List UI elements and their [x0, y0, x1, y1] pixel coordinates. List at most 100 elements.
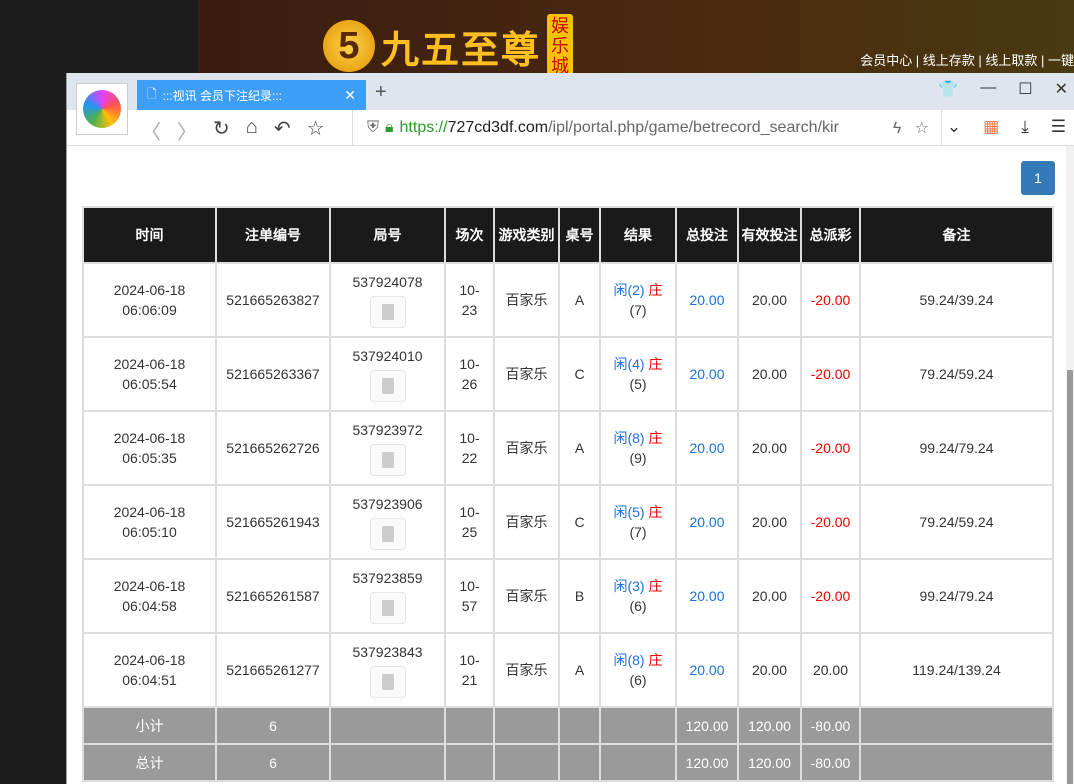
round-id: 537923859: [329, 558, 446, 634]
video-replay-icon[interactable]: [369, 444, 406, 476]
column-header: 局号: [329, 206, 446, 264]
table-row: 2024-06-18 06:06:09 521665263827 53792407…: [82, 262, 1054, 338]
scrollbar-thumb[interactable]: [1067, 370, 1073, 784]
total-bet: 20.00: [675, 410, 739, 486]
video-replay-icon[interactable]: [369, 518, 406, 550]
session: 10-21: [444, 632, 495, 708]
grandtotal-total: 120.00: [675, 743, 739, 782]
game-type: 百家乐: [493, 336, 560, 412]
game-type: 百家乐: [493, 558, 560, 634]
download-icon[interactable]: ⤓: [1021, 117, 1029, 136]
dropdown-chevron-icon[interactable]: ⌄: [946, 117, 962, 136]
undo-icon[interactable]: ↶: [273, 118, 291, 140]
table-row: 2024-06-18 06:05:54 521665263367 53792401…: [82, 336, 1054, 412]
table-row: 2024-06-18 06:04:51 521665261277 53792384…: [82, 632, 1054, 708]
url-input[interactable]: ⛨ 🔒︎ https://727cd3df.com/ipl/portal.php…: [352, 110, 942, 146]
result: 闲(4) 庄 (5): [599, 336, 677, 412]
tab-close-icon[interactable]: ✕: [344, 86, 356, 103]
skin-icon[interactable]: 👕: [938, 81, 959, 98]
top-links[interactable]: 会员中心 | 线上存款 | 线上取款 | 一键: [860, 53, 1074, 68]
logo-mark: 5: [323, 20, 375, 72]
table-no: C: [558, 336, 601, 412]
apps-grid-icon[interactable]: ▦: [983, 117, 1000, 136]
logo-tag: 娱乐城: [547, 14, 574, 78]
valid-bet: 20.00: [737, 558, 802, 634]
home-icon[interactable]: ⌂: [245, 116, 258, 138]
column-header: 总派彩: [800, 206, 861, 264]
maximize-button[interactable]: ☐: [1018, 81, 1033, 98]
lightning-icon[interactable]: ϟ: [892, 120, 902, 137]
address-bar: 〈 〉 ↻ ⌂ ↶ ☆ ⛨ 🔒︎ https://727cd3df.com/ip…: [67, 110, 1074, 146]
table-no: A: [558, 632, 601, 708]
payout: -20.00: [800, 484, 861, 560]
video-replay-icon[interactable]: [369, 592, 406, 624]
favorite-star-icon[interactable]: ☆: [914, 120, 929, 137]
page-content: 1 时间 注单编号 局号 场次 游戏类别 桌号 结果 总投注 有效投注 总派彩 备注 2024-06…: [67, 146, 1067, 784]
new-tab-button[interactable]: +: [375, 81, 387, 103]
table-row: 2024-06-18 06:04:58 521665261587 53792385…: [82, 558, 1054, 634]
grandtotal-payout: -80.00: [800, 743, 861, 782]
payout: -20.00: [800, 336, 861, 412]
payout: 20.00: [800, 632, 861, 708]
table-row: 2024-06-18 06:05:10 521665261943 53792390…: [82, 484, 1054, 560]
video-replay-icon[interactable]: [369, 370, 406, 402]
game-type: 百家乐: [493, 410, 560, 486]
vertical-scrollbar[interactable]: [1066, 146, 1074, 784]
bet-id: 521665263827: [215, 262, 331, 338]
result: 闲(3) 庄 (6): [599, 558, 677, 634]
note: 79.24/59.24: [859, 336, 1054, 412]
session: 10-26: [444, 336, 495, 412]
table-no: A: [558, 410, 601, 486]
video-replay-icon[interactable]: [369, 296, 406, 328]
bet-record-table: 时间 注单编号 局号 场次 游戏类别 桌号 结果 总投注 有效投注 总派彩 备注 2024-06-1…: [82, 206, 1054, 782]
column-header: 备注: [859, 206, 1054, 264]
tab-active[interactable]: 🗋 :::视讯 会员下注纪录::: ✕: [137, 80, 366, 110]
subtotal-total: 120.00: [675, 706, 739, 745]
video-replay-icon[interactable]: [369, 666, 406, 698]
valid-bet: 20.00: [737, 410, 802, 486]
column-header: 结果: [599, 206, 677, 264]
round-id: 537923906: [329, 484, 446, 560]
site-banner: 5 九五至尊 娱乐城 会员中心 | 线上存款 | 线上取款 | 一键: [198, 0, 1074, 78]
bet-time: 2024-06-18 06:05:35: [82, 410, 217, 486]
note: 99.24/79.24: [859, 410, 1054, 486]
subtotal-row: 小计 6 120.00 120.00 -80.00: [82, 706, 1054, 745]
grandtotal-row: 总计 6 120.00 120.00 -80.00: [82, 743, 1054, 782]
table-row: 2024-06-18 06:05:35 521665262726 53792397…: [82, 410, 1054, 486]
minimize-button[interactable]: —: [980, 79, 997, 96]
result: 闲(5) 庄 (7): [599, 484, 677, 560]
subtotal-valid: 120.00: [737, 706, 802, 745]
url-host: 727cd3df.com: [447, 119, 549, 136]
column-header: 时间: [82, 206, 217, 264]
site-logo: 5 九五至尊 娱乐城: [323, 14, 574, 78]
page-icon: 🗋: [147, 86, 157, 101]
game-type: 百家乐: [493, 632, 560, 708]
column-header: 场次: [444, 206, 495, 264]
bet-id: 521665261943: [215, 484, 331, 560]
bet-time: 2024-06-18 06:05:54: [82, 336, 217, 412]
tab-title: :::视讯 会员下注纪录:::: [162, 88, 282, 103]
reload-icon[interactable]: ↻: [213, 118, 230, 140]
bookmark-star-icon[interactable]: ☆: [306, 118, 325, 140]
browser-window: 🗋 :::视讯 会员下注纪录::: ✕ + 👕 — ☐ ✕ 〈 〉 ↻ ⌂ ↶ …: [66, 73, 1074, 784]
result: 闲(8) 庄 (9): [599, 410, 677, 486]
bet-id: 521665262726: [215, 410, 331, 486]
column-header: 注单编号: [215, 206, 331, 264]
menu-icon[interactable]: ☰: [1050, 117, 1066, 136]
valid-bet: 20.00: [737, 336, 802, 412]
payout: -20.00: [800, 262, 861, 338]
grandtotal-count: 6: [215, 743, 331, 782]
round-id: 537924078: [329, 262, 446, 338]
total-bet: 20.00: [675, 262, 739, 338]
forward-icon[interactable]: 〉: [177, 122, 197, 144]
browser-logo-icon[interactable]: [76, 83, 128, 135]
bet-time: 2024-06-18 06:05:10: [82, 484, 217, 560]
back-icon[interactable]: 〈: [141, 122, 161, 144]
table-no: C: [558, 484, 601, 560]
pagination-page-1[interactable]: 1: [1021, 161, 1055, 195]
column-header: 桌号: [558, 206, 601, 264]
session: 10-57: [444, 558, 495, 634]
valid-bet: 20.00: [737, 484, 802, 560]
table-no: A: [558, 262, 601, 338]
close-window-button[interactable]: ✕: [1054, 81, 1068, 98]
